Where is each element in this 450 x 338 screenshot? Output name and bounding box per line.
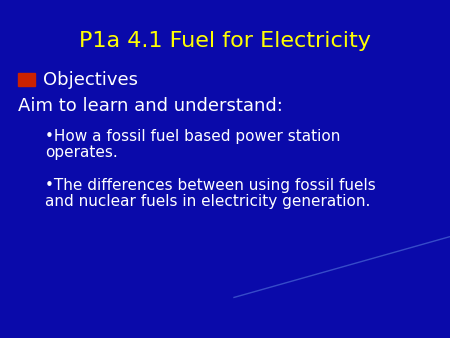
Text: •The differences between using fossil fuels: •The differences between using fossil fu… xyxy=(45,178,376,193)
Text: •How a fossil fuel based power station: •How a fossil fuel based power station xyxy=(45,129,340,144)
Text: Objectives: Objectives xyxy=(43,71,138,89)
Text: P1a 4.1 Fuel for Electricity: P1a 4.1 Fuel for Electricity xyxy=(79,30,371,51)
FancyBboxPatch shape xyxy=(18,73,35,86)
Text: Aim to learn and understand:: Aim to learn and understand: xyxy=(18,97,283,116)
Text: operates.: operates. xyxy=(45,145,118,160)
Text: and nuclear fuels in electricity generation.: and nuclear fuels in electricity generat… xyxy=(45,194,370,209)
